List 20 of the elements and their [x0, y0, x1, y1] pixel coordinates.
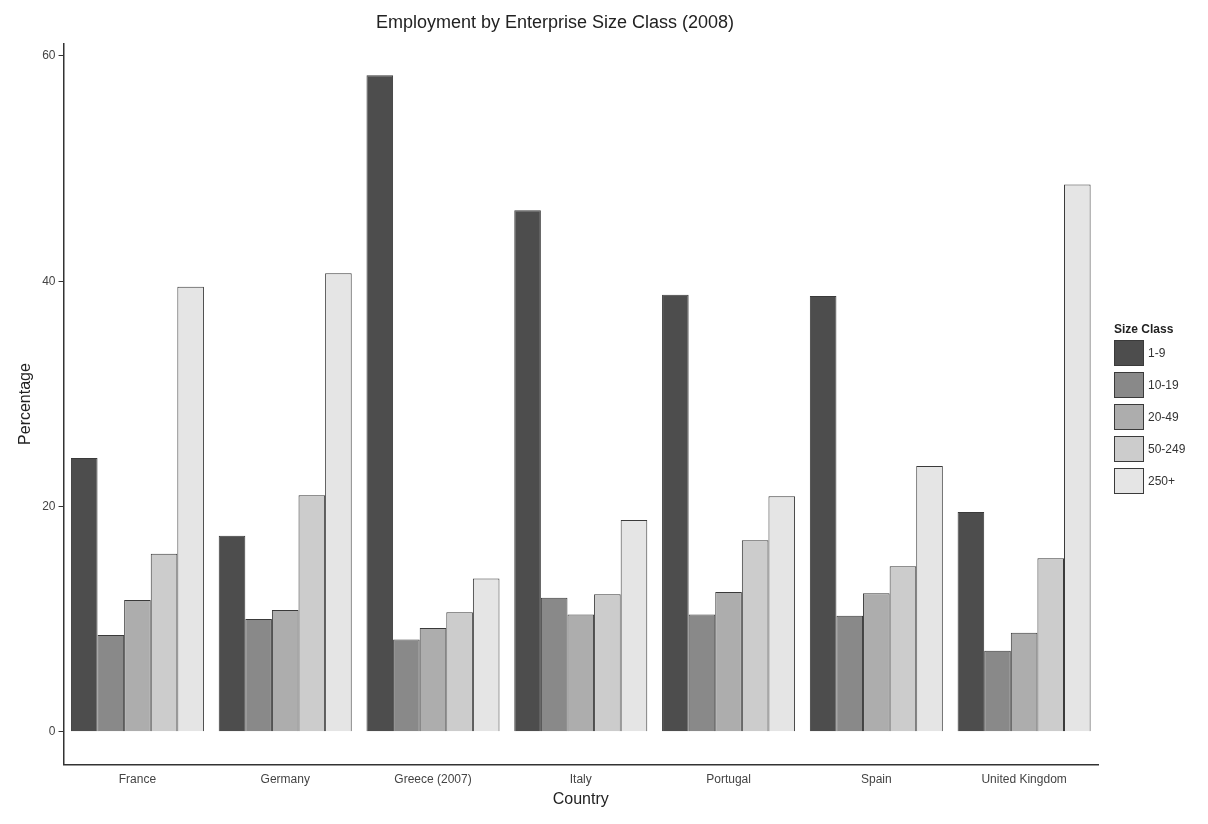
x-tick-label: Germany: [260, 771, 310, 786]
y-tick-label: 60: [42, 48, 56, 63]
legend-title: Size Class: [1114, 321, 1175, 336]
legend-label: 1-9: [1148, 345, 1166, 360]
x-tick-label: United Kingdom: [981, 771, 1067, 786]
x-tick-label: Portugal: [706, 771, 751, 786]
y-axis-title: Percentage: [16, 362, 34, 445]
x-tick-label: Spain: [860, 771, 892, 786]
x-axis-title: Country: [552, 789, 609, 807]
legend-label: 20-49: [1148, 409, 1179, 424]
x-tick-label: France: [118, 771, 157, 786]
legend-label: 10-19: [1148, 377, 1179, 392]
x-tick-label: Greece (2007): [394, 771, 472, 786]
legend-label: 50-249: [1148, 441, 1186, 456]
chart-title: Employment by Enterprise Size Class (2008): [375, 11, 735, 32]
y-tick-label: 40: [42, 273, 56, 288]
legend-label: 250+: [1148, 473, 1176, 488]
y-tick-label: 20: [42, 498, 56, 513]
y-tick-label: 0: [48, 724, 56, 739]
x-tick-label: Italy: [569, 771, 592, 786]
